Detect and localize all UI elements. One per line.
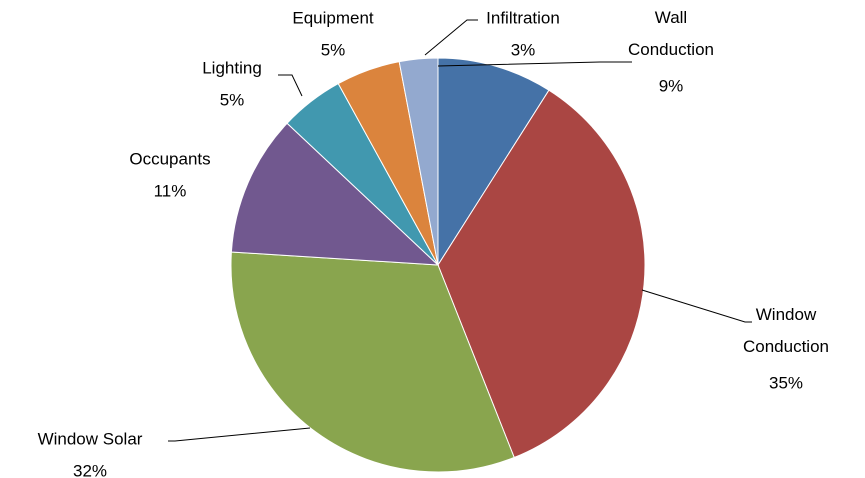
pie-slice: [437, 89, 646, 459]
slice-label: Wall Conduction: [628, 8, 714, 59]
leader-line: [437, 61, 632, 67]
slice-value-label: 9%: [659, 76, 684, 95]
slice-label: Window Conduction: [743, 305, 829, 356]
leader-line: [278, 74, 303, 97]
pie-slice: [230, 122, 440, 266]
leader-line: [424, 19, 478, 56]
leader-line: [641, 289, 752, 323]
slice-value-label: 5%: [321, 40, 346, 59]
slice-value-label: 5%: [220, 90, 245, 109]
slice-value-label: 32%: [73, 461, 107, 478]
slice-label: Lighting: [202, 58, 262, 77]
slice-label: Window Solar: [38, 429, 143, 448]
pie-slice: [437, 57, 550, 267]
slice-value-label: 11%: [154, 181, 187, 200]
pie-slice: [398, 57, 439, 266]
leader-line: [168, 427, 311, 442]
slice-value-label: 35%: [769, 373, 803, 392]
slice-label: Occupants: [129, 149, 210, 168]
slice-value-label: 3%: [511, 40, 536, 59]
slice-label: Equipment: [292, 8, 374, 27]
slice-label: Infiltration: [486, 8, 560, 27]
pie-slice: [230, 251, 515, 473]
